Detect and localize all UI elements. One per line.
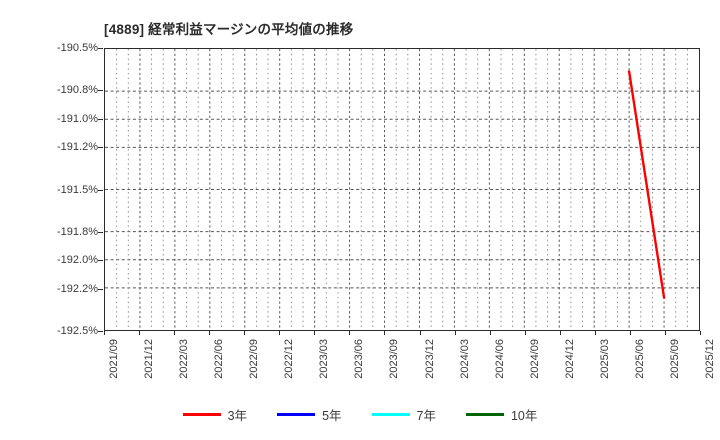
x-tick-mark [700, 331, 701, 335]
y-tick-label: -191.2% [57, 141, 98, 154]
x-tick-mark [559, 331, 561, 335]
legend-item-7年[interactable]: 7年 [371, 405, 436, 424]
legend-item-10年[interactable]: 10年 [465, 405, 538, 424]
x-tick-label: 2023/03 [318, 339, 331, 379]
y-tick-mark [98, 288, 103, 290]
x-tick-label: 2023/06 [353, 339, 366, 379]
x-tick-label: 2022/09 [248, 339, 261, 379]
legend-swatch-icon [277, 413, 316, 416]
data-series-layer [627, 70, 666, 299]
legend-item-3年[interactable]: 3年 [182, 405, 248, 424]
legend-swatch-icon [371, 413, 410, 416]
x-tick-label: 2022/12 [283, 339, 296, 379]
legend-swatch-icon [465, 413, 504, 416]
y-tick-mark [98, 231, 103, 233]
x-axis: 2021/09 2021/12 2022/03 2022/06 2022/09 2022/… [104, 331, 716, 411]
x-tick-label: 2025/03 [598, 339, 611, 379]
x-tick-mark [314, 331, 316, 335]
x-tick-mark [209, 331, 211, 335]
x-tick-mark [384, 331, 386, 335]
x-tick-label: 2021/09 [108, 339, 120, 379]
x-tick-label: 2024/12 [563, 339, 576, 379]
gridlines [105, 49, 699, 330]
plot-area [104, 48, 700, 331]
x-tick-mark [279, 331, 281, 335]
x-tick-mark [594, 331, 596, 335]
legend-label: 7年 [416, 409, 436, 423]
legend-label: 10年 [510, 409, 538, 423]
x-tick-mark [174, 331, 176, 335]
y-tick-label: -191.8% [57, 225, 98, 238]
legend-label: 3年 [227, 409, 248, 423]
legend-swatch-icon [182, 413, 221, 416]
y-tick-label: -192.2% [57, 282, 98, 295]
x-tick-label: 2025/06 [633, 339, 646, 379]
y-axis: -190.5% -190.8% -191.0% -191.2% -191.5% -191.… [30, 42, 103, 337]
x-tick-label: 2024/06 [493, 339, 506, 379]
y-tick-label: -192.0% [57, 254, 98, 267]
x-tick-label: 2022/06 [213, 339, 226, 379]
y-tick-label: -190.5% [57, 42, 98, 54]
chart-legend: 3年 5年 7年 10年 [0, 405, 720, 424]
x-tick-label: 2022/03 [178, 339, 191, 379]
series-line-3年 [627, 70, 666, 299]
y-tick-mark [98, 189, 103, 191]
y-tick-label: -190.8% [57, 84, 98, 97]
chart-title: [4889] 経常利益マージンの平均値の推移 [104, 22, 354, 37]
y-tick-mark [98, 118, 103, 120]
x-tick-mark [524, 331, 526, 335]
y-tick-label: -191.0% [57, 112, 98, 125]
x-tick-mark [454, 331, 456, 335]
y-tick-mark [98, 260, 103, 262]
x-tick-label: 2024/03 [458, 339, 471, 379]
x-tick-label: 2021/12 [143, 339, 156, 379]
x-tick-mark [629, 331, 631, 335]
x-tick-label: 2023/12 [423, 339, 436, 379]
x-tick-mark [139, 331, 141, 335]
legend-label: 5年 [322, 409, 342, 423]
x-tick-label: 2025/12 [704, 339, 716, 379]
x-tick-mark [104, 331, 105, 335]
legend-item-5年[interactable]: 5年 [277, 405, 342, 424]
x-tick-mark [664, 331, 666, 335]
x-tick-label: 2025/09 [668, 339, 681, 379]
y-tick-label: -192.5% [57, 325, 98, 337]
x-tick-mark [419, 331, 421, 335]
y-tick-mark [98, 90, 103, 92]
x-tick-mark [349, 331, 351, 335]
x-tick-mark [489, 331, 491, 335]
y-tick-mark [98, 331, 103, 332]
x-tick-label: 2024/09 [528, 339, 541, 379]
x-tick-mark [244, 331, 246, 335]
y-tick-mark [98, 147, 103, 149]
x-tick-label: 2023/09 [388, 339, 401, 379]
y-tick-label: -191.5% [57, 183, 98, 196]
y-tick-mark [98, 48, 103, 49]
